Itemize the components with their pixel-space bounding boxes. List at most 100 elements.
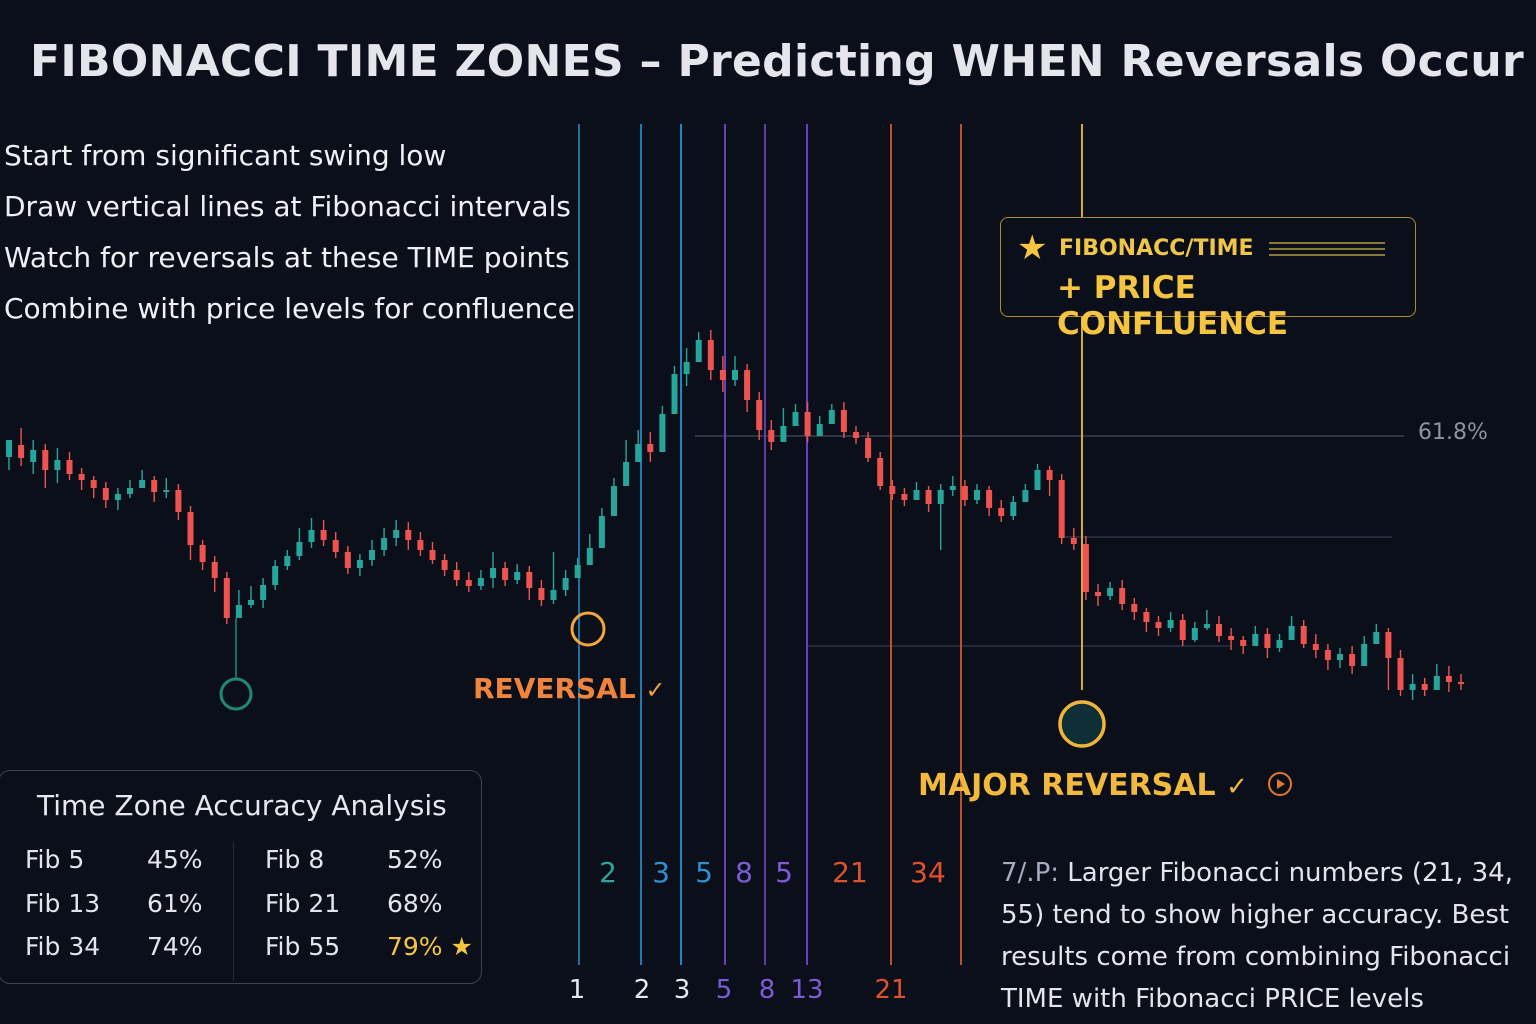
candle-body [272, 566, 279, 585]
candle-body [477, 578, 484, 586]
zone-bottom-label: 21 [874, 975, 907, 1005]
candle-body [175, 490, 182, 512]
candle-body [1010, 502, 1017, 516]
candle-body [139, 480, 146, 488]
candle-body [1264, 634, 1271, 648]
candle-body [1143, 612, 1150, 622]
tip-body: Larger Fibonacci numbers (21, 34, 55) te… [1001, 858, 1513, 1014]
reversal-text: REVERSAL [473, 672, 636, 705]
candle-body [889, 486, 896, 494]
candle-body [1070, 538, 1077, 544]
accuracy-value: 61% [147, 889, 203, 918]
zone-mid-label: 5 [775, 856, 793, 889]
candle-body [1361, 644, 1368, 666]
candle-body [151, 480, 158, 492]
candle-body [1397, 658, 1404, 690]
candle-body [187, 512, 194, 545]
candle-body [986, 490, 993, 508]
candle-body [1458, 682, 1464, 684]
accuracy-value: 68% [387, 889, 443, 918]
candle-body [538, 588, 545, 600]
instruction-step: Combine with price levels for confluence [4, 292, 575, 325]
fib-level-label: 61.8% [1418, 420, 1488, 445]
candle-body [30, 450, 37, 462]
candle-body [562, 578, 569, 590]
candle-body [598, 516, 605, 548]
candle-body [1095, 592, 1101, 596]
zone-mid-label: 8 [735, 856, 753, 889]
tip-text: 7/.P: Larger Fibonacci numbers (21, 34, … [1001, 852, 1531, 1020]
candle-body [1179, 620, 1186, 640]
candle-body [659, 414, 666, 452]
accuracy-label: Fib 34 [25, 932, 101, 961]
accuracy-value: 74% [147, 932, 203, 961]
zone-bottom-label: 8 [759, 975, 776, 1005]
candle-body [1167, 620, 1174, 628]
candle-body [744, 370, 751, 400]
candle-body [1034, 470, 1041, 490]
candle-body [1312, 644, 1319, 650]
zone-bottom-label: 13 [790, 975, 823, 1005]
zone-mid-label: 21 [832, 856, 868, 889]
zone-mid-label: 34 [910, 856, 946, 889]
instruction-step: Watch for reversals at these TIME points [4, 241, 570, 274]
candle-body [1337, 654, 1343, 660]
candle-body [1119, 588, 1126, 604]
candle-body [1445, 676, 1452, 682]
candle-body [1324, 650, 1331, 660]
candle-body [114, 494, 121, 500]
candle-body [949, 486, 956, 490]
reversal-label: REVERSAL ✓ [473, 672, 666, 705]
candle-body [792, 412, 799, 426]
candle-body [1373, 632, 1380, 644]
accuracy-label: Fib 55 [265, 932, 341, 961]
candle-body [66, 460, 73, 474]
candle-body [804, 412, 811, 436]
accuracy-value: 45% [147, 845, 203, 874]
candle-body [441, 560, 448, 570]
candle-body [925, 490, 932, 504]
candle-body [1107, 588, 1114, 596]
candle-body [465, 580, 472, 586]
candle-body [356, 560, 363, 568]
candle-body [901, 494, 908, 500]
candle-body [683, 362, 690, 374]
play-icon [1268, 772, 1293, 796]
accuracy-label: Fib 13 [25, 889, 101, 918]
accuracy-label: Fib 5 [25, 845, 85, 874]
candle-body [913, 490, 920, 500]
candle-body [768, 430, 775, 442]
candle-body [865, 438, 872, 458]
candle-body [732, 370, 738, 380]
candle-body [42, 450, 49, 470]
decorative-lines [1269, 242, 1385, 260]
candle-body [490, 568, 496, 578]
accuracy-value: 79% [387, 932, 443, 961]
candle-body [296, 542, 303, 556]
tip-background [980, 830, 1536, 1024]
candle-body [1082, 544, 1089, 592]
candle-body [647, 444, 654, 452]
candle-body [514, 572, 521, 580]
candle-body [127, 488, 133, 494]
accuracy-label: Fib 21 [265, 889, 341, 918]
candle-body [1385, 632, 1392, 658]
accuracy-label: Fib 8 [265, 845, 325, 874]
candle-body [211, 562, 218, 578]
candle-body [671, 374, 678, 414]
zone-bottom-label: 5 [716, 975, 733, 1005]
candle-body [18, 445, 25, 458]
candle-body [998, 508, 1005, 516]
accuracy-value-highlight: 79% ★ [387, 932, 473, 961]
candle-body [1228, 636, 1235, 640]
candle-body [417, 540, 424, 550]
reversal-marker [570, 611, 606, 647]
zone-bottom-label: 1 [569, 975, 586, 1005]
zone-bottom-label: 3 [674, 975, 691, 1005]
candle-body [223, 578, 230, 618]
major-reversal-label: MAJOR REVERSAL ✓ [918, 768, 1293, 803]
instruction-step: Start from significant swing low [4, 139, 447, 172]
candle-body [840, 410, 847, 432]
candle-body [369, 550, 375, 560]
